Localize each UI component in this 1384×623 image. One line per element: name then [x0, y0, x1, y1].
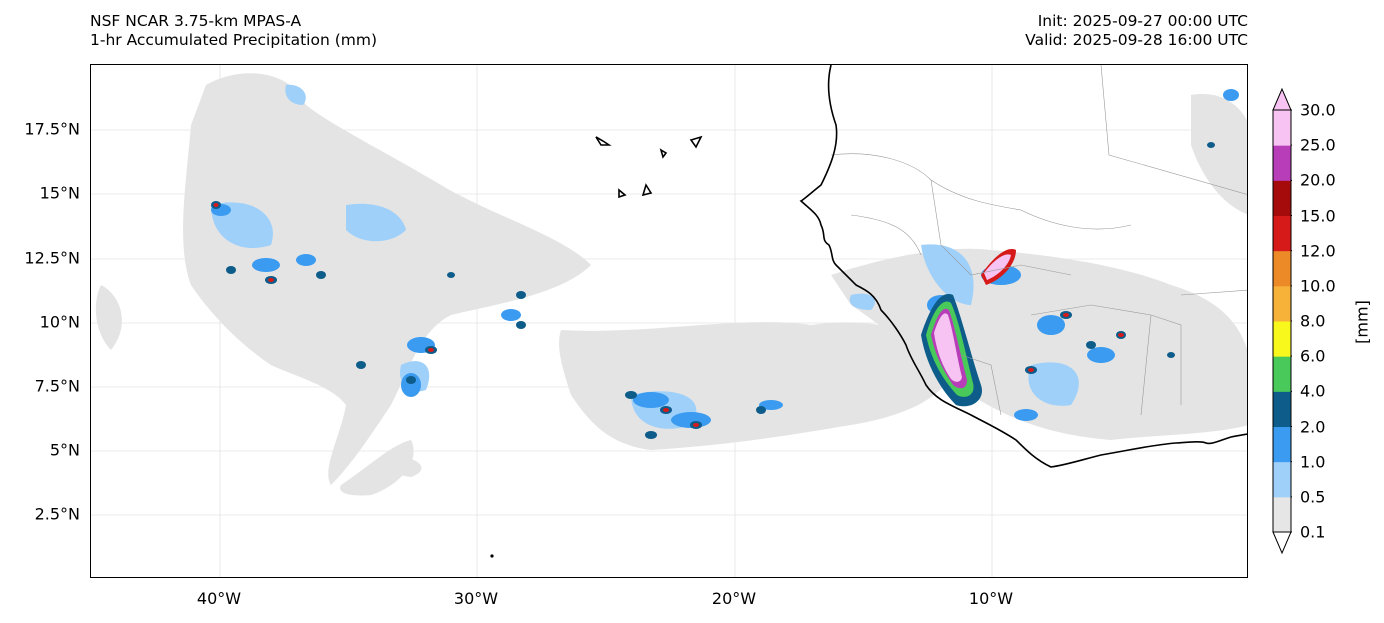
colorbar-tick-label: 12.0: [1300, 241, 1336, 261]
colorbar-segment: [1273, 321, 1291, 357]
y-tick-label: 5°N: [49, 440, 80, 460]
colorbar-tick-label: 30.0: [1300, 100, 1336, 120]
map-panel[interactable]: [90, 64, 1248, 578]
colorbar-segment: [1273, 356, 1291, 392]
precipitation-map: [91, 65, 1247, 577]
y-tick-label: 7.5°N: [34, 376, 80, 396]
convective-line: [921, 249, 1016, 407]
y-tick-label: 15°N: [39, 183, 80, 203]
colorbar-segment: [1273, 250, 1291, 287]
colorbar-segment: [1273, 496, 1291, 533]
coastline: [595, 65, 1247, 468]
colorbar-tick-label: 25.0: [1300, 135, 1336, 155]
island-dot: [490, 554, 494, 558]
model-name: NSF NCAR 3.75-km MPAS-A: [90, 12, 302, 30]
x-tick-label: 40°W: [196, 589, 242, 608]
colorbar-tick-label: 15.0: [1300, 206, 1336, 225]
colorbar-tick-label: 2.0: [1300, 417, 1326, 436]
colorbar-tick-label: 6.0: [1300, 346, 1326, 366]
colorbar-segment: [1273, 215, 1291, 252]
time-info: Init: 2025-09-27 00:00 UTC Valid: 2025-0…: [1025, 12, 1248, 50]
colorbar-segment: [1273, 285, 1291, 322]
colorbar-segment: [1273, 391, 1291, 427]
colorbar-extend-max: [1272, 88, 1292, 111]
x-tick-label: 20°W: [711, 589, 757, 608]
plot-title: NSF NCAR 3.75-km MPAS-A 1-hr Accumulated…: [90, 12, 377, 50]
y-tick-label: 17.5°N: [24, 119, 80, 139]
colorbar-segment: [1273, 145, 1291, 181]
colorbar-tick-label: 0.1: [1300, 522, 1326, 542]
colorbar-segment: [1273, 426, 1291, 463]
init-time: Init: 2025-09-27 00:00 UTC: [1037, 12, 1248, 30]
x-tick-label: 30°W: [453, 589, 499, 608]
precip-colorbar: [1272, 88, 1292, 554]
field-name: 1-hr Accumulated Precipitation (mm): [90, 31, 377, 49]
colorbar-tick-label: 8.0: [1300, 311, 1326, 331]
colorbar-tick-label: 1.0: [1300, 452, 1326, 472]
country-borders: [830, 65, 1247, 416]
valid-time: Valid: 2025-09-28 16:00 UTC: [1025, 31, 1248, 49]
colorbar-unit-label: [mm]: [1352, 300, 1372, 344]
colorbar-extend-min: [1272, 531, 1292, 554]
y-tick-label: 2.5°N: [34, 504, 80, 524]
y-tick-label: 12.5°N: [24, 248, 80, 268]
colorbar-tick-label: 10.0: [1300, 276, 1336, 296]
colorbar-segment: [1273, 180, 1291, 216]
y-tick-label: 10°N: [39, 312, 80, 332]
colorbar-tick-label: 4.0: [1300, 381, 1326, 401]
light-precip-field: [95, 73, 1247, 496]
x-tick-label: 10°W: [968, 589, 1014, 608]
colorbar-segment: [1273, 461, 1291, 498]
colorbar-tick-label: 20.0: [1300, 170, 1336, 190]
colorbar-segment: [1273, 110, 1291, 146]
convective-cells: [211, 142, 1215, 439]
colorbar-tick-label: 0.5: [1300, 487, 1326, 507]
